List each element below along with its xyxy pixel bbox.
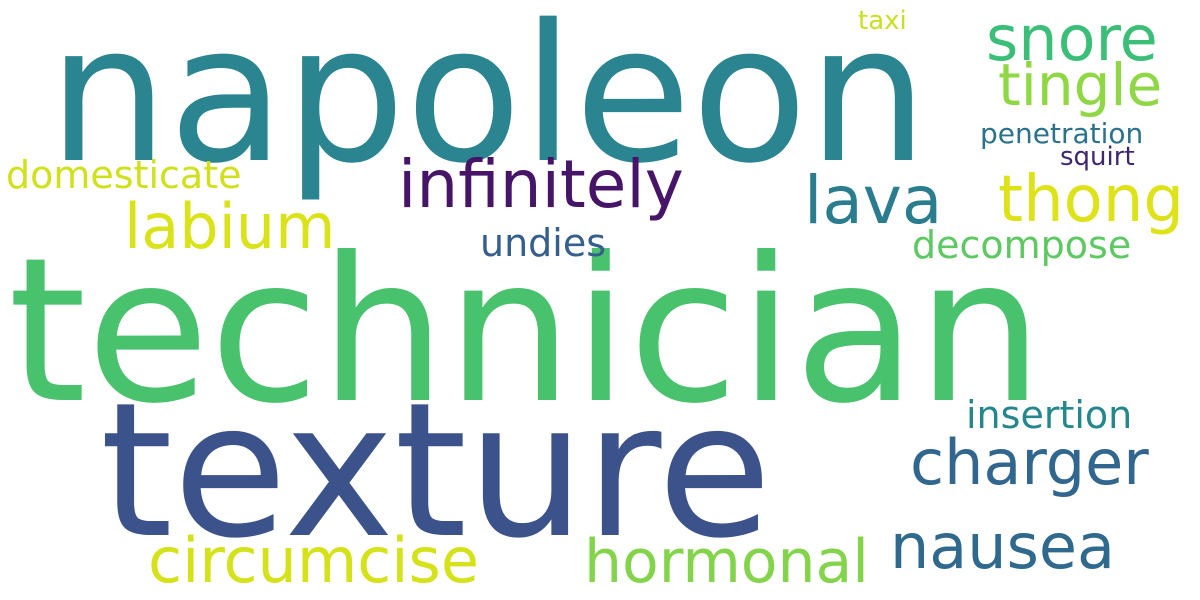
word-nausea: nausea: [890, 510, 1116, 583]
word-infinitely: infinitely: [398, 146, 684, 223]
word-squirt: squirt: [1060, 142, 1135, 172]
word-hormonal: hormonal: [584, 527, 869, 597]
word-lava: lava: [804, 162, 943, 239]
word-undies: undies: [480, 221, 607, 265]
word-napoleon: napoleon: [48, 0, 929, 205]
word-technician: technician: [8, 215, 1044, 448]
word-penetration: penetration: [980, 117, 1144, 150]
word-charger: charger: [910, 426, 1149, 499]
word-decompose: decompose: [912, 223, 1132, 267]
word-tingle: tingle: [998, 51, 1163, 119]
word-circumcise: circumcise: [148, 524, 479, 597]
word-insertion: insertion: [966, 393, 1133, 437]
word-thong: thong: [998, 163, 1184, 237]
word-snore: snore: [986, 2, 1158, 75]
word-labium: labium: [124, 190, 336, 263]
word-taxi: taxi: [858, 6, 907, 36]
word-domesticate: domesticate: [6, 153, 242, 197]
word-texture: texture: [100, 362, 772, 579]
